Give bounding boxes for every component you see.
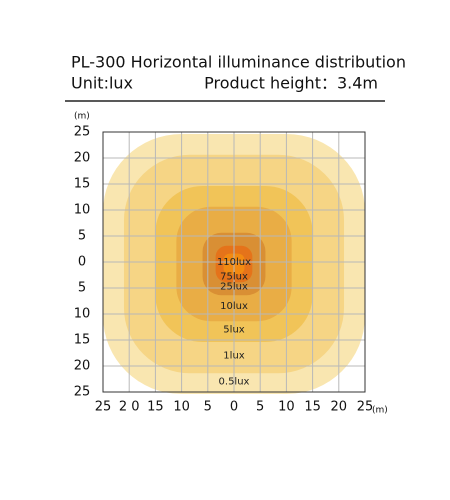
- y-tick-label: 20: [74, 151, 91, 166]
- x-tick-label: 25: [95, 400, 112, 415]
- y-tick-label: 15: [74, 177, 91, 192]
- level-label: 75lux: [220, 271, 248, 282]
- x-tick-label: 20: [331, 400, 348, 415]
- x-tick-label: 0: [230, 400, 238, 415]
- x-tick-label: 15: [147, 400, 164, 415]
- plot-border: [102, 131, 366, 393]
- x-tick-label: 15: [304, 400, 321, 415]
- height-note: Product height：3.4m: [204, 74, 378, 93]
- y-tick-label: 25: [74, 125, 91, 140]
- level-label: 5lux: [223, 325, 244, 336]
- chart-title: PL-300 Horizontal illuminance distributi…: [71, 53, 406, 72]
- y-tick-label: 5: [78, 281, 86, 296]
- y-tick-label: 5: [78, 229, 86, 244]
- y-tick-label: 25: [74, 385, 91, 400]
- y-tick-label: 10: [74, 203, 91, 218]
- x-tick-label: 5: [204, 400, 212, 415]
- y-unit: (m): [74, 112, 90, 122]
- level-label: 0.5lux: [219, 377, 250, 388]
- x-tick-label: 25: [357, 400, 374, 415]
- y-tick-label: 0: [78, 255, 86, 270]
- x-tick-label: 5: [256, 400, 264, 415]
- unit-label: Unit:lux: [71, 74, 133, 93]
- level-label: 10lux: [220, 301, 248, 312]
- level-label: 25lux: [220, 282, 248, 293]
- y-tick-label: 15: [74, 333, 91, 348]
- y-tick-label: 20: [74, 359, 91, 374]
- x-tick-label: 10: [173, 400, 190, 415]
- x-unit: (m): [372, 406, 388, 416]
- x-tick-label: 2 0: [119, 400, 140, 415]
- level-label: 1lux: [223, 351, 244, 362]
- x-tick-label: 10: [278, 400, 295, 415]
- y-tick-label: 10: [74, 307, 91, 322]
- level-label: 110lux: [217, 257, 251, 268]
